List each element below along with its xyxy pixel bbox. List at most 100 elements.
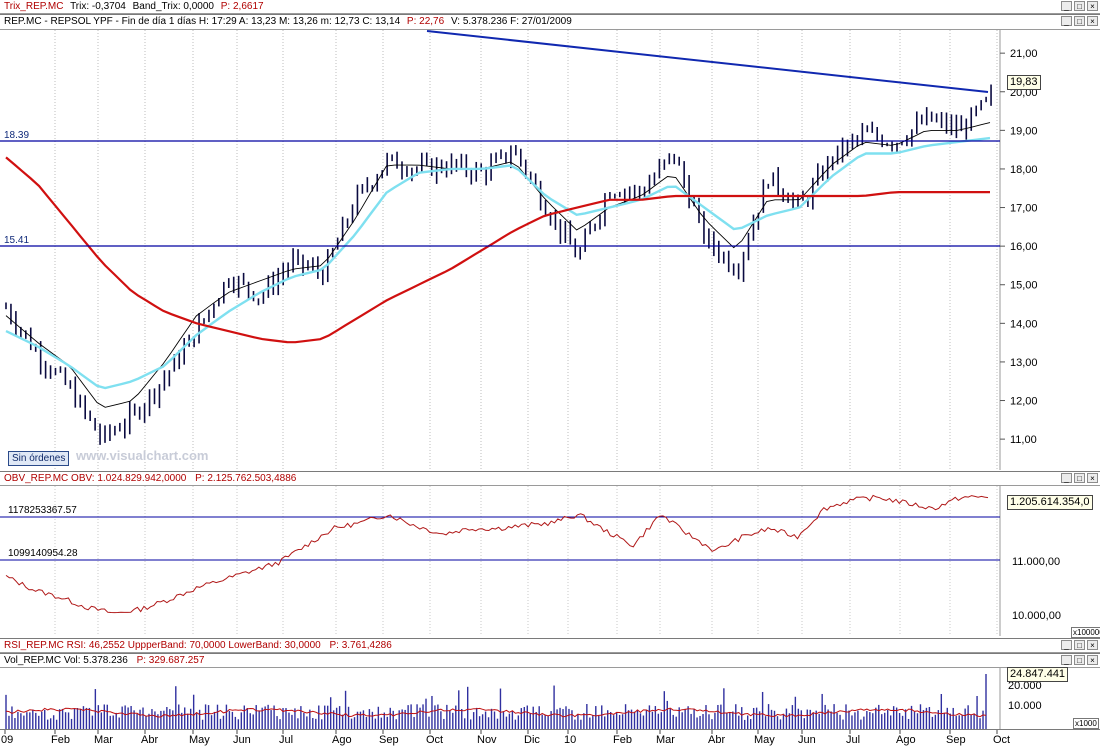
trix-name: Trix_REP.MC xyxy=(4,1,64,12)
x-label-4: May xyxy=(189,734,210,746)
minimize-icon[interactable]: _ xyxy=(1061,16,1072,26)
obv-tick-1: 10.000,00 xyxy=(1012,610,1061,622)
obv-window-buttons: _ □ × xyxy=(1061,473,1098,483)
obv-title-bar: OBV_REP.MC OBV: 1.024.829.942,0000 P: 2.… xyxy=(0,472,1100,486)
volume-chart[interactable]: 20.000 10.000 xyxy=(0,668,1100,730)
price-pane: REP.MC - REPSOL YPF - Fin de día 1 días … xyxy=(0,14,1100,470)
x-label-19: Ago xyxy=(896,734,916,746)
price-last-value: 19,83 xyxy=(1007,75,1041,90)
x-label-8: Sep xyxy=(379,734,399,746)
x-label-0: 09 xyxy=(1,734,13,746)
x-label-2: Mar xyxy=(94,734,113,746)
orders-button[interactable]: Sin órdenes xyxy=(8,451,70,466)
volume-scale-note: x1000 xyxy=(1073,718,1099,729)
ma-mid-line xyxy=(5,136,991,390)
price-gridlines xyxy=(54,30,998,470)
price-tick-2: 19,00 xyxy=(1010,125,1038,137)
volume-header-p: P: 329.687.257 xyxy=(136,655,205,666)
x-label-17: Jun xyxy=(798,734,816,746)
x-label-1: Feb xyxy=(51,734,70,746)
trendline xyxy=(426,30,989,93)
price-chart[interactable]: 18.39 15.41 21,0020,0019,0018,0017,0016,… xyxy=(0,30,1100,470)
close-icon[interactable]: × xyxy=(1087,473,1098,483)
volume-header: Vol_REP.MC Vol: 5.378.236 xyxy=(4,655,128,666)
x-label-7: Ago xyxy=(332,734,352,746)
close-icon[interactable]: × xyxy=(1087,1,1098,11)
maximize-icon[interactable]: □ xyxy=(1074,640,1085,650)
price-y-ticks: 21,0020,0019,0018,0017,0016,0015,0014,00… xyxy=(1000,48,1038,446)
obv-header: OBV_REP.MC OBV: 1.024.829.942,0000 xyxy=(4,473,187,484)
rsi-header-p: P: 3.761,4286 xyxy=(329,640,392,651)
rsi-pane: RSI_REP.MC RSI: 46,2552 UppperBand: 70,0… xyxy=(0,638,1100,653)
trix-p: P: 2,6617 xyxy=(220,1,264,12)
price-tick-9: 12,00 xyxy=(1010,396,1038,408)
maximize-icon[interactable]: □ xyxy=(1074,16,1085,26)
minimize-icon[interactable]: _ xyxy=(1061,640,1072,650)
obv-header-p: P: 2.125.762.503,4886 xyxy=(195,473,297,484)
x-axis-labels: 09 Feb Mar Abr May Jun Jul Ago Sep Oct Nov Dic 10 Feb… xyxy=(1,730,1010,746)
price-header-p: P: 22,76 xyxy=(406,16,445,27)
obv-last-value: 1.205.614.354,0 xyxy=(1007,495,1093,510)
trix-value: Trix: -0,3704 xyxy=(70,1,126,12)
volume-title-bar: Vol_REP.MC Vol: 5.378.236 P: 329.687.257… xyxy=(0,654,1100,668)
volume-tick-1: 10.000 xyxy=(1008,700,1042,712)
x-label-6: Jul xyxy=(279,734,293,746)
x-label-14: Mar xyxy=(656,734,675,746)
volume-ma-line xyxy=(5,707,987,718)
close-icon[interactable]: × xyxy=(1087,655,1098,665)
maximize-icon[interactable]: □ xyxy=(1074,655,1085,665)
volume-tick-0: 20.000 xyxy=(1008,680,1042,692)
level-label-low: 15.41 xyxy=(4,235,29,246)
price-tick-8: 13,00 xyxy=(1010,357,1038,369)
obv-tick-0: 11.000,00 xyxy=(1012,556,1060,568)
x-axis: 09 Feb Mar Abr May Jun Jul Ago Sep Oct Nov Dic 10 Feb… xyxy=(0,729,1100,746)
trix-window-buttons: _ □ × xyxy=(1061,1,1098,11)
price-tick-5: 16,00 xyxy=(1010,241,1038,253)
rsi-title-bar: RSI_REP.MC RSI: 46,2552 UppperBand: 70,0… xyxy=(0,639,1100,653)
price-tick-4: 17,00 xyxy=(1010,203,1038,215)
minimize-icon[interactable]: _ xyxy=(1061,473,1072,483)
x-label-10: Nov xyxy=(477,734,497,746)
maximize-icon[interactable]: □ xyxy=(1074,1,1085,11)
x-label-15: Abr xyxy=(708,734,725,746)
close-icon[interactable]: × xyxy=(1087,16,1098,26)
obv-scale-note: x100000 xyxy=(1071,627,1100,638)
price-tick-10: 11,00 xyxy=(1010,434,1037,446)
price-tick-7: 14,00 xyxy=(1010,318,1038,330)
obv-level-label-high: 1178253367.57 xyxy=(8,505,77,516)
obv-level-label-low: 1099140954.28 xyxy=(8,548,78,559)
rsi-window-buttons: _ □ × xyxy=(1061,640,1098,650)
watermark: www.visualchart.com xyxy=(76,448,209,463)
volume-pane: Vol_REP.MC Vol: 5.378.236 P: 329.687.257… xyxy=(0,653,1100,730)
rsi-header: RSI_REP.MC RSI: 46,2552 UppperBand: 70,0… xyxy=(4,640,321,651)
price-header-v: V: 5.378.236 F: 27/01/2009 xyxy=(450,16,572,27)
level-label-high: 18.39 xyxy=(4,130,29,141)
price-tick-6: 15,00 xyxy=(1010,280,1038,292)
price-header: REP.MC - REPSOL YPF - Fin de día 1 días … xyxy=(4,16,401,27)
obv-gridlines xyxy=(54,486,998,636)
x-label-16: May xyxy=(754,734,775,746)
price-tick-0: 21,00 xyxy=(1010,48,1038,60)
x-label-18: Jul xyxy=(846,734,860,746)
volume-window-buttons: _ □ × xyxy=(1061,655,1098,665)
x-label-3: Abr xyxy=(141,734,158,746)
minimize-icon[interactable]: _ xyxy=(1061,1,1072,11)
obv-chart[interactable]: 1178253367.57 1099140954.28 11.000,00 10… xyxy=(0,486,1100,636)
obv-pane: OBV_REP.MC OBV: 1.024.829.942,0000 P: 2.… xyxy=(0,471,1100,638)
trix-title-bar: Trix_REP.MC Trix: -0,3704 Band_Trix: 0,0… xyxy=(0,0,1100,14)
trix-band: Band_Trix: 0,0000 xyxy=(132,1,214,12)
obv-line xyxy=(5,494,989,614)
close-icon[interactable]: × xyxy=(1087,640,1098,650)
minimize-icon[interactable]: _ xyxy=(1061,655,1072,665)
x-label-11: Dic xyxy=(524,734,540,746)
x-label-13: Feb xyxy=(613,734,632,746)
x-label-12: 10 xyxy=(564,734,576,746)
price-window-buttons: _ □ × xyxy=(1061,16,1098,26)
price-title-bar: REP.MC - REPSOL YPF - Fin de día 1 días … xyxy=(0,15,1100,30)
trix-pane: Trix_REP.MC Trix: -0,3704 Band_Trix: 0,0… xyxy=(0,0,1100,14)
volume-last-value: 24.847.441 xyxy=(1007,667,1069,682)
maximize-icon[interactable]: □ xyxy=(1074,473,1085,483)
price-tick-3: 18,00 xyxy=(1010,164,1038,176)
ma-long-line xyxy=(5,156,990,344)
